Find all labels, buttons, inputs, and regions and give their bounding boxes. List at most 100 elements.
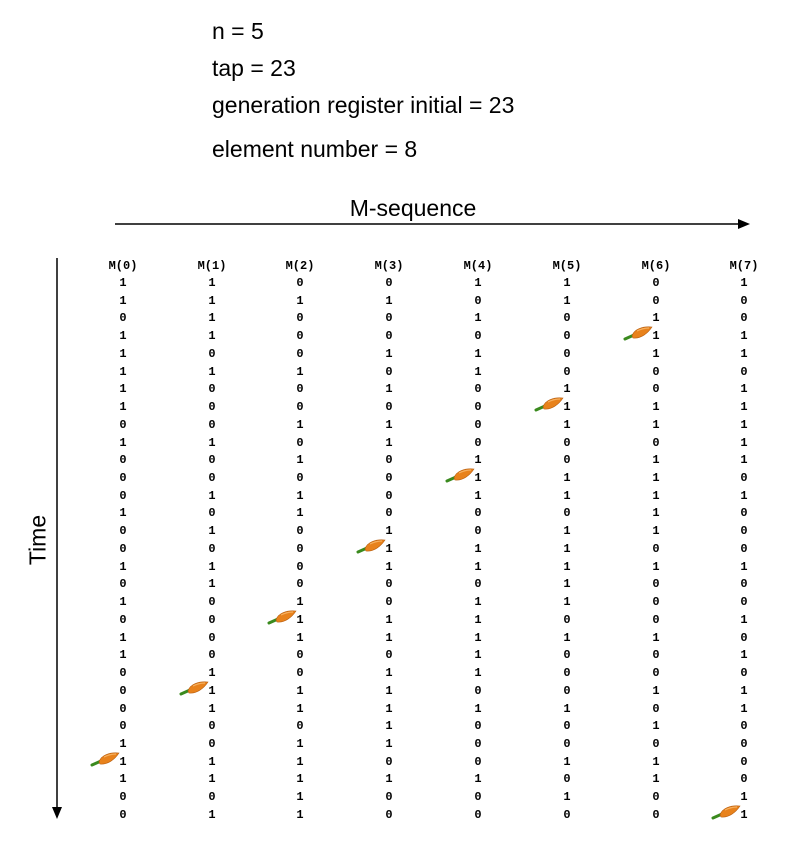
bit-cell: 0 bbox=[652, 736, 660, 751]
bit-cell: 0 bbox=[652, 666, 660, 681]
bit-cell: 1 bbox=[385, 683, 393, 698]
bit-cell: 1 bbox=[296, 488, 304, 503]
bit-cell: 1 bbox=[208, 577, 216, 592]
bit-cell: 1 bbox=[740, 435, 748, 450]
bit-cell: 1 bbox=[652, 772, 660, 787]
bit-cell: 1 bbox=[740, 382, 748, 397]
bit-cell: 0 bbox=[740, 666, 748, 681]
bit-cell: 0 bbox=[563, 311, 571, 326]
bit-cell: 1 bbox=[296, 790, 304, 805]
bit-cell: 1 bbox=[296, 612, 304, 627]
bit-cell: 1 bbox=[474, 648, 482, 663]
bit-cell: 0 bbox=[208, 382, 216, 397]
bit-cell: 0 bbox=[474, 382, 482, 397]
bit-cell: 0 bbox=[296, 666, 304, 681]
bit-cell: 1 bbox=[385, 630, 393, 645]
bit-cell: 0 bbox=[563, 329, 571, 344]
bit-cell: 1 bbox=[740, 417, 748, 432]
bit-cell: 1 bbox=[563, 595, 571, 610]
bit-cell: 1 bbox=[474, 488, 482, 503]
bit-cell: 0 bbox=[740, 772, 748, 787]
bit-cell: 1 bbox=[296, 772, 304, 787]
bit-cell: 1 bbox=[119, 772, 127, 787]
bit-cell: 1 bbox=[474, 541, 482, 556]
bit-cell: 0 bbox=[385, 471, 393, 486]
bit-cell: 1 bbox=[385, 719, 393, 734]
carrot-marker-icon bbox=[179, 681, 209, 696]
bit-cell: 1 bbox=[563, 400, 571, 415]
bit-cell: 0 bbox=[208, 736, 216, 751]
bit-cell: 1 bbox=[740, 346, 748, 361]
bit-cell: 1 bbox=[740, 453, 748, 468]
column-header: M(0) bbox=[108, 259, 138, 273]
bit-cell: 1 bbox=[385, 346, 393, 361]
bit-cell: 1 bbox=[740, 683, 748, 698]
bit-cell: 0 bbox=[385, 488, 393, 503]
bit-cell: 0 bbox=[740, 364, 748, 379]
bit-cell: 0 bbox=[208, 595, 216, 610]
bit-cell: 1 bbox=[652, 311, 660, 326]
bit-cell: 0 bbox=[385, 595, 393, 610]
bit-cell: 1 bbox=[119, 435, 127, 450]
bit-cell: 0 bbox=[474, 293, 482, 308]
bit-cell: 0 bbox=[119, 790, 127, 805]
bit-cell: 1 bbox=[119, 648, 127, 663]
bit-cell: 1 bbox=[563, 541, 571, 556]
bit-cell: 1 bbox=[296, 506, 304, 521]
bit-cell: 0 bbox=[385, 276, 393, 290]
bit-cell: 0 bbox=[563, 719, 571, 734]
bit-cell: 0 bbox=[385, 790, 393, 805]
bit-cell: 0 bbox=[208, 719, 216, 734]
bit-cell: 0 bbox=[474, 417, 482, 432]
bit-cell: 0 bbox=[652, 276, 660, 290]
bit-cell: 1 bbox=[119, 754, 127, 769]
bit-cell: 1 bbox=[563, 524, 571, 539]
bit-cell: 0 bbox=[119, 807, 127, 822]
bit-cell: 0 bbox=[119, 311, 127, 326]
param-initial-register: generation register initial = 23 bbox=[212, 92, 515, 118]
bit-cell: 1 bbox=[208, 772, 216, 787]
bit-cell: 0 bbox=[296, 471, 304, 486]
bit-cell: 1 bbox=[474, 612, 482, 627]
bit-cell: 1 bbox=[652, 400, 660, 415]
bit-cell: 1 bbox=[474, 364, 482, 379]
bit-cell: 1 bbox=[652, 329, 660, 344]
bit-cell: 1 bbox=[740, 701, 748, 716]
bit-cell: 1 bbox=[296, 293, 304, 308]
bit-cell: 0 bbox=[385, 364, 393, 379]
bit-cell: 1 bbox=[474, 346, 482, 361]
bit-cell: 0 bbox=[296, 346, 304, 361]
bit-cell: 0 bbox=[385, 506, 393, 521]
bit-cell: 0 bbox=[119, 719, 127, 734]
bit-cell: 0 bbox=[474, 524, 482, 539]
bit-cell: 0 bbox=[652, 807, 660, 822]
bit-cell: 0 bbox=[563, 364, 571, 379]
bit-cell: 1 bbox=[296, 701, 304, 716]
bit-cell: 1 bbox=[474, 453, 482, 468]
bit-cell: 1 bbox=[296, 736, 304, 751]
bit-cell: 1 bbox=[208, 276, 216, 290]
bit-cell: 0 bbox=[474, 400, 482, 415]
bit-cell: 0 bbox=[652, 648, 660, 663]
bit-cell: 0 bbox=[563, 612, 571, 627]
bit-cell: 1 bbox=[474, 772, 482, 787]
column-header: M(7) bbox=[729, 259, 759, 273]
bit-cell: 0 bbox=[740, 595, 748, 610]
bit-cell: 0 bbox=[474, 506, 482, 521]
bit-cell: 0 bbox=[474, 435, 482, 450]
bit-cell: 0 bbox=[385, 807, 393, 822]
bit-cell: 0 bbox=[474, 683, 482, 698]
bit-cell: 0 bbox=[296, 541, 304, 556]
bit-cell: 1 bbox=[474, 559, 482, 574]
bit-cell: 1 bbox=[208, 666, 216, 681]
bit-cell: 0 bbox=[119, 666, 127, 681]
bit-cell: 1 bbox=[296, 595, 304, 610]
bit-cell: 0 bbox=[296, 400, 304, 415]
bit-cell: 1 bbox=[119, 276, 127, 290]
bit-cell: 1 bbox=[208, 311, 216, 326]
bit-cell: 0 bbox=[652, 382, 660, 397]
bit-cell: 1 bbox=[208, 329, 216, 344]
bit-cell: 0 bbox=[474, 736, 482, 751]
bit-cell: 1 bbox=[740, 790, 748, 805]
bit-cell: 1 bbox=[296, 807, 304, 822]
